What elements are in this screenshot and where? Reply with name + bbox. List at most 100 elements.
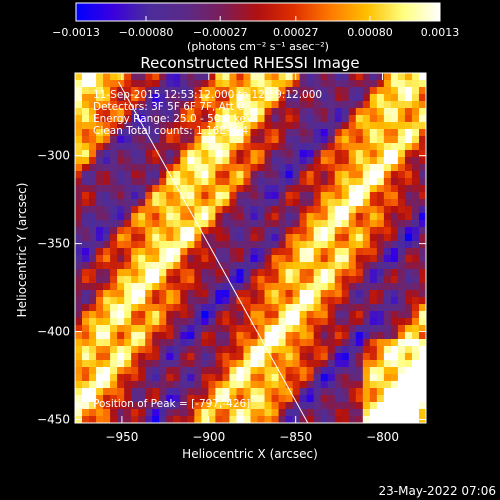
- heatmap-cell: [201, 213, 209, 221]
- heatmap-cell: [75, 388, 83, 396]
- heatmap-cell: [418, 136, 426, 144]
- heatmap-cell: [278, 171, 287, 179]
- heatmap-cell: [138, 171, 146, 179]
- heatmap-cell: [341, 269, 350, 277]
- heatmap-cell: [75, 206, 83, 214]
- heatmap-cell: [89, 395, 97, 403]
- heatmap-cell: [166, 304, 174, 312]
- heatmap-cell: [285, 290, 294, 298]
- heatmap-cell: [208, 101, 216, 109]
- heatmap-cell: [362, 255, 371, 263]
- heatmap-cell: [89, 297, 97, 305]
- heatmap-cell: [278, 206, 287, 214]
- heatmap-cell: [376, 73, 385, 81]
- heatmap-cell: [229, 136, 238, 144]
- heatmap-cell: [187, 115, 195, 123]
- heatmap-cell: [229, 80, 238, 88]
- heatmap-cell: [355, 185, 364, 193]
- heatmap-cell: [355, 318, 364, 326]
- heatmap-cell: [362, 73, 371, 81]
- heatmap-cell: [194, 115, 202, 123]
- heatmap-cell: [96, 318, 104, 326]
- heatmap-cell: [173, 164, 181, 172]
- heatmap-cell: [341, 262, 350, 270]
- heatmap-cell: [257, 234, 266, 242]
- heatmap-cell: [243, 80, 252, 88]
- heatmap-cell: [299, 73, 308, 81]
- heatmap-cell: [397, 108, 406, 116]
- heatmap-cell: [138, 150, 146, 158]
- heatmap-cell: [208, 269, 216, 277]
- heatmap-cell: [215, 213, 224, 221]
- heatmap-cell: [138, 199, 146, 207]
- heatmap-cell: [173, 416, 181, 423]
- heatmap-cell: [194, 87, 202, 95]
- heatmap-cell: [159, 311, 167, 319]
- heatmap-cell: [152, 395, 160, 403]
- heatmap-cell: [376, 129, 385, 137]
- heatmap-cell: [222, 325, 231, 333]
- heatmap-cell: [411, 143, 420, 151]
- heatmap-cell: [327, 227, 336, 235]
- heatmap-cell: [75, 129, 83, 137]
- heatmap-cell: [208, 94, 216, 102]
- heatmap-cell: [327, 73, 336, 81]
- heatmap-cell: [250, 178, 259, 186]
- heatmap-cell: [124, 150, 132, 158]
- heatmap-cell: [250, 241, 259, 249]
- heatmap-cell: [257, 416, 266, 423]
- heatmap-cell: [390, 164, 399, 172]
- x-tick-label: −850: [279, 430, 312, 444]
- heatmap-cell: [173, 367, 181, 375]
- heatmap-cell: [327, 381, 336, 389]
- heatmap-cell: [355, 416, 364, 423]
- heatmap-cell: [236, 339, 245, 347]
- heatmap-cell: [292, 164, 301, 172]
- heatmap-cell: [124, 367, 132, 375]
- heatmap-cell: [257, 381, 266, 389]
- heatmap-cell: [271, 262, 280, 270]
- heatmap-cell: [334, 311, 343, 319]
- heatmap-cell: [96, 367, 104, 375]
- heatmap-cell: [236, 220, 245, 228]
- heatmap-cell: [411, 283, 420, 291]
- heatmap-cell: [96, 227, 104, 235]
- heatmap-cell: [166, 199, 174, 207]
- heatmap-cell: [194, 360, 202, 368]
- heatmap-cell: [173, 122, 181, 130]
- heatmap-cell: [285, 227, 294, 235]
- heatmap-cell: [96, 94, 104, 102]
- heatmap-cell: [257, 129, 266, 137]
- heatmap-cell: [348, 304, 357, 312]
- heatmap-cell: [320, 157, 329, 165]
- heatmap-cell: [292, 262, 301, 270]
- heatmap-cell: [75, 311, 83, 319]
- heatmap-cell: [229, 213, 238, 221]
- heatmap-cell: [355, 332, 364, 340]
- heatmap-cell: [152, 87, 160, 95]
- heatmap-cell: [159, 150, 167, 158]
- heatmap-cell: [159, 129, 167, 137]
- heatmap-cell: [327, 234, 336, 242]
- heatmap-cell: [229, 227, 238, 235]
- heatmap-cell: [173, 339, 181, 347]
- heatmap-cell: [222, 262, 231, 270]
- heatmap-cell: [89, 122, 97, 130]
- heatmap-cell: [173, 248, 181, 256]
- heatmap-cell: [152, 164, 160, 172]
- heatmap-cell: [320, 234, 329, 242]
- heatmap-cell: [229, 388, 238, 396]
- heatmap-cell: [348, 101, 357, 109]
- heatmap-cell: [215, 101, 224, 109]
- heatmap-cell: [166, 381, 174, 389]
- heatmap-cell: [376, 227, 385, 235]
- heatmap-cell: [390, 192, 399, 200]
- heatmap-cell: [320, 150, 329, 158]
- heatmap-cell: [369, 206, 378, 214]
- heatmap-cell: [306, 241, 315, 249]
- heatmap-cell: [306, 381, 315, 389]
- heatmap-cell: [173, 276, 181, 284]
- heatmap-cell: [110, 143, 118, 151]
- heatmap-cell: [362, 150, 371, 158]
- heatmap-cell: [355, 157, 364, 165]
